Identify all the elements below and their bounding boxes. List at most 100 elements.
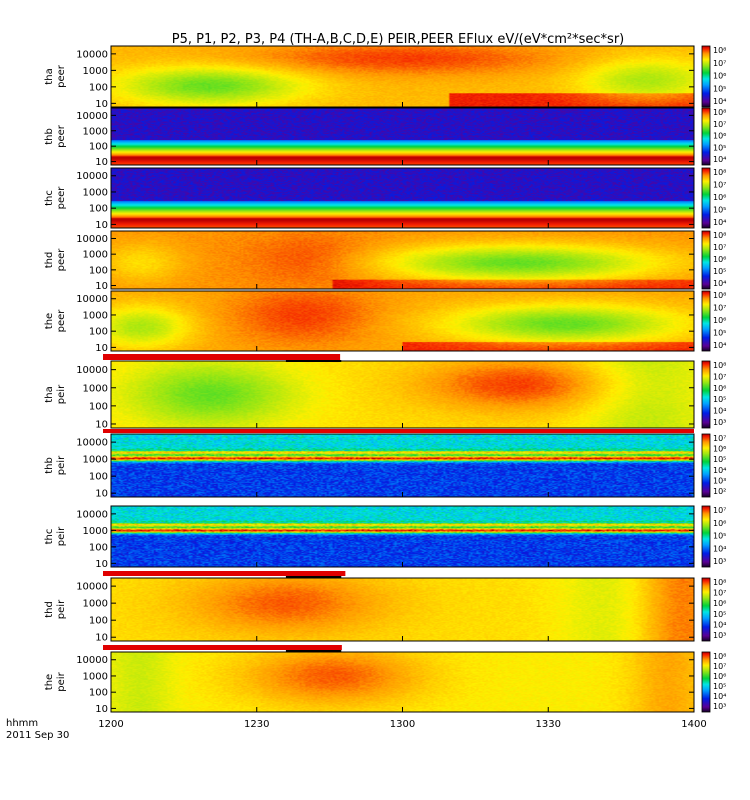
colorbar-tick-label: 10³ <box>713 476 726 485</box>
colorbar-tick-label: 10⁸ <box>713 108 726 117</box>
y-tick-label: 10000 <box>76 365 108 376</box>
y-tick-label: 10000 <box>76 294 108 305</box>
y-tick-label: 100 <box>89 401 108 412</box>
colorbar-tick-label: 10⁸ <box>713 231 726 240</box>
colorbar-tick-label: 10⁸ <box>713 168 726 177</box>
colorbar-tick-label: 10⁶ <box>713 384 726 393</box>
species-label: peir <box>56 599 67 619</box>
y-tick-label: 10 <box>95 704 108 715</box>
colorbar-tick-label: 10⁷ <box>713 589 726 598</box>
colorbar-tick-label: 10⁵ <box>713 395 726 404</box>
panel-tha-peer: 10100100010000tha peer10⁸10⁷10⁶10⁵10⁴ <box>44 46 726 110</box>
x-tick-label: 1200 <box>98 719 123 730</box>
y-tick-label: 1000 <box>83 383 108 394</box>
species-label: peer <box>56 186 67 210</box>
y-tick-label: 10000 <box>76 111 108 122</box>
probe-label: thc <box>44 190 55 206</box>
colorbar-tick-label: 10⁵ <box>713 84 726 93</box>
colorbar-tick-label: 10⁸ <box>713 652 726 661</box>
panel-thc-peer: 10 100 1000 10000 thc peer 10⁸ 10⁷ 10⁶ 10⁵ 10⁴ <box>44 168 726 231</box>
colorbar-tick-label: 10⁸ <box>713 361 726 370</box>
colorbar <box>702 46 710 107</box>
colorbar-tick-label: 10⁶ <box>713 672 726 681</box>
panel-the-peer: 10 100 1000 10000 the peer 10⁸ 10⁷ 10⁶ 10⁵ 10⁴ <box>44 291 726 354</box>
colorbar-tick-label: 10⁷ <box>713 59 726 68</box>
y-tick-label: 1000 <box>83 599 108 610</box>
panel-thc-peir: 10 100 1000 10000 thc peir 10⁷ 10⁶ 10⁵ 10⁴ 10³ <box>44 506 726 570</box>
mode-bar-black <box>286 360 341 362</box>
colorbar-tick-label: 10⁷ <box>713 372 726 381</box>
species-label: peir <box>56 384 67 404</box>
colorbar-tick-label: 10⁴ <box>713 620 726 629</box>
panel-tha-peir: 10100100010000tha peir10⁸10⁷10⁶10⁵10⁴10³ <box>44 361 726 430</box>
y-tick-label: 1000 <box>83 671 108 682</box>
spectrogram-image <box>111 652 694 712</box>
colorbar-tick-label: 10⁶ <box>713 445 726 454</box>
colorbar-tick-label: 10³ <box>713 702 726 711</box>
colorbar <box>702 361 710 428</box>
mode-bar-red <box>103 645 342 650</box>
y-tick-label: 100 <box>89 82 108 93</box>
x-tick-label: 1330 <box>536 719 561 730</box>
chart-title: P5, P1, P2, P3, P4 (TH-A,B,C,D,E) PEIR,P… <box>172 32 625 47</box>
colorbar-tick-label: 10⁴ <box>713 279 726 288</box>
y-tick-label: 10 <box>95 157 108 168</box>
colorbar-tick-label: 10⁴ <box>713 407 726 416</box>
colorbar <box>702 108 710 165</box>
colorbar-tick-label: 10⁷ <box>713 506 726 515</box>
colorbar-tick-label: 10⁶ <box>713 316 726 325</box>
y-tick-label: 10 <box>95 489 108 500</box>
species-label: peir <box>56 671 67 691</box>
colorbar-tick-label: 10⁶ <box>713 193 726 202</box>
y-tick-label: 10 <box>95 343 108 354</box>
colorbar-tick-label: 10⁷ <box>713 434 726 443</box>
species-label: peer <box>56 64 67 88</box>
colorbar <box>702 506 710 567</box>
colorbar-tick-label: 10⁵ <box>713 267 726 276</box>
colorbar-tick-label: 10² <box>713 487 726 496</box>
y-tick-label: 1000 <box>83 126 108 137</box>
x-tick-label: 1400 <box>681 719 706 730</box>
y-tick-label: 10 <box>95 281 108 292</box>
spectrogram-image <box>111 168 694 228</box>
colorbar-tick-label: 10⁵ <box>713 532 726 541</box>
panel-thd-peir: 10100100010000thd peir10⁸10⁷10⁶10⁵10⁴10³ <box>44 578 726 644</box>
colorbar-tick-label: 10⁵ <box>713 610 726 619</box>
colorbar-tick-label: 10⁵ <box>713 682 726 691</box>
y-tick-label: 100 <box>89 616 108 627</box>
probe-label: tha <box>44 68 55 84</box>
y-tick-label: 10 <box>95 220 108 231</box>
colorbar-tick-label: 10³ <box>713 557 726 566</box>
x-tick-label: 1300 <box>390 719 415 730</box>
spectrogram-figure: P5, P1, P2, P3, P4 (TH-A,B,C,D,E) PEIR,P… <box>0 0 750 800</box>
spectrogram-image <box>111 108 694 165</box>
spectrogram-image <box>111 361 694 428</box>
y-tick-label: 1000 <box>83 310 108 321</box>
panel-thb-peer: 10100100010000thb peer10⁸10⁷10⁶10⁵10⁴ <box>44 108 726 168</box>
mode-bar-red <box>103 571 345 576</box>
spectrogram-image <box>111 46 694 107</box>
y-tick-label: 10000 <box>76 438 108 449</box>
y-tick-label: 100 <box>89 142 108 153</box>
spectrogram-image <box>111 434 694 497</box>
mode-bar-black <box>286 576 341 578</box>
colorbar-tick-label: 10⁵ <box>713 143 726 152</box>
colorbar <box>702 578 710 641</box>
mode-bar-red <box>103 354 340 360</box>
y-tick-label: 10 <box>95 99 108 110</box>
y-tick-label: 10000 <box>76 234 108 245</box>
probe-label: thc <box>44 529 55 545</box>
mode-bar-black <box>286 650 341 652</box>
species-label: peir <box>56 455 67 475</box>
y-tick-label: 10000 <box>76 49 108 60</box>
colorbar <box>702 434 710 497</box>
species-label: peir <box>56 526 67 546</box>
colorbar <box>702 231 710 289</box>
probe-label: the <box>44 674 55 690</box>
colorbar-tick-label: 10⁶ <box>713 519 726 528</box>
y-tick-label: 10000 <box>76 509 108 520</box>
spectrogram-image <box>111 231 694 289</box>
colorbar-tick-label: 10⁵ <box>713 455 726 464</box>
panel-thb-peir: 10100100010000thb peir10⁷10⁶10⁵10⁴10³10² <box>44 434 726 500</box>
colorbar-tick-label: 10⁵ <box>713 206 726 215</box>
